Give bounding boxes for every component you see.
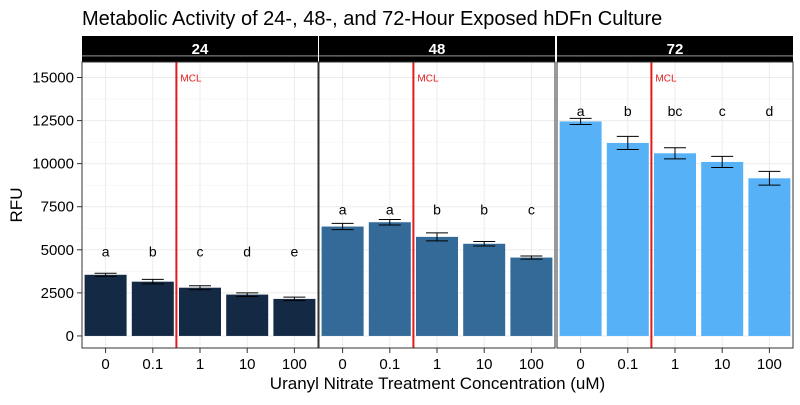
significance-letter: b <box>433 201 441 217</box>
significance-letter: b <box>480 201 488 217</box>
significance-letter: a <box>102 244 110 260</box>
significance-letter: a <box>339 201 347 217</box>
bar <box>226 294 269 336</box>
bar <box>701 161 744 336</box>
facet-strip-label: 24 <box>192 41 209 58</box>
mcl-label: MCL <box>180 74 202 85</box>
facet-panel-24: 24 a b c d e MCL 0 0.1 1 10 100 <box>81 36 319 373</box>
bar <box>368 222 411 336</box>
x-tick-label: 1 <box>671 356 679 373</box>
bar <box>748 178 791 336</box>
significance-letter: c <box>719 103 726 119</box>
y-tick-label: 0 <box>66 328 74 345</box>
x-tick-label: 0.1 <box>617 356 638 373</box>
y-axis: 0 2500 5000 7500 10000 12500 15000 <box>32 70 82 345</box>
significance-letter: c <box>528 201 535 217</box>
facet-panel-48: 48 a a b b c MCL 0 0.1 1 10 100 <box>318 36 556 373</box>
facet-panel-72: 72 a b bc c d MCL 0 0.1 1 10 100 <box>556 36 794 373</box>
y-tick-label: 5000 <box>41 242 74 259</box>
x-tick-label: 10 <box>239 356 256 373</box>
bar <box>559 121 602 336</box>
bar <box>416 236 458 336</box>
bar <box>510 257 553 336</box>
x-tick-label: 100 <box>282 356 307 373</box>
significance-letter: e <box>291 244 299 260</box>
facet-strip <box>319 36 555 62</box>
x-tick-label: 10 <box>476 356 493 373</box>
y-tick-label: 15000 <box>32 70 74 87</box>
x-tick-label: 10 <box>714 356 731 373</box>
x-tick-label: 0 <box>101 356 109 373</box>
y-tick-label: 2500 <box>41 285 74 302</box>
x-tick-label: 0.1 <box>142 356 163 373</box>
y-tick-label: 12500 <box>32 113 74 130</box>
facet-strip <box>557 36 793 62</box>
facet-strip-label: 72 <box>667 41 684 58</box>
y-axis-label: RFU <box>7 188 26 223</box>
x-axis-label: Uranyl Nitrate Treatment Concentration (… <box>270 374 605 393</box>
x-tick-label: 0.1 <box>379 356 400 373</box>
bar <box>179 287 221 336</box>
x-tick-label: 0 <box>576 356 584 373</box>
bar <box>321 226 364 336</box>
bar <box>606 142 649 336</box>
x-tick-label: 1 <box>433 356 441 373</box>
facet-strip-label: 48 <box>429 41 446 58</box>
significance-letter: c <box>197 244 204 260</box>
y-tick-label: 7500 <box>41 199 74 216</box>
x-tick-label: 1 <box>196 356 204 373</box>
significance-letter: b <box>149 244 157 260</box>
bar <box>654 153 696 336</box>
significance-letter: d <box>243 244 251 260</box>
significance-letter: bc <box>668 103 683 119</box>
y-tick-label: 10000 <box>32 156 74 173</box>
bar <box>463 243 506 336</box>
x-tick-label: 100 <box>757 356 782 373</box>
facet-strip <box>82 36 318 62</box>
mcl-label: MCL <box>417 74 439 85</box>
significance-letter: d <box>766 103 774 119</box>
x-tick-label: 100 <box>519 356 544 373</box>
x-tick-label: 0 <box>338 356 346 373</box>
significance-letter: a <box>577 103 585 119</box>
bar <box>84 274 127 336</box>
significance-letter: a <box>386 201 394 217</box>
bar <box>273 298 316 336</box>
chart-title: Metabolic Activity of 24-, 48-, and 72-H… <box>82 8 662 30</box>
significance-letter: b <box>624 103 632 119</box>
mcl-label: MCL <box>655 74 677 85</box>
bar <box>131 281 174 336</box>
